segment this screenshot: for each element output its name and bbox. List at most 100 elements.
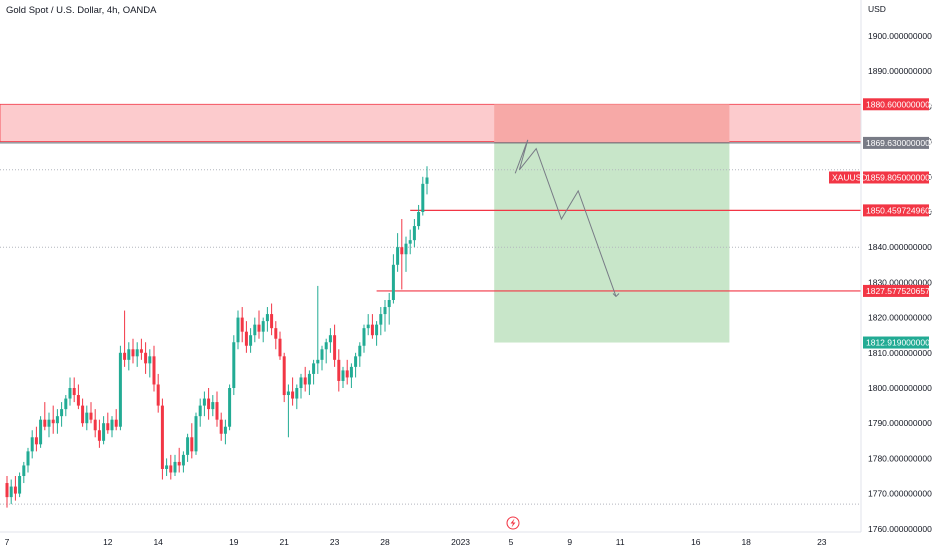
x-tick-label: 19 [229,537,239,547]
candle-body [333,335,337,360]
candle-body [135,349,139,357]
candle-body [106,423,110,431]
resistance-zone [0,103,862,143]
candle-body [257,324,261,332]
candle-body [127,349,131,360]
candle-body [190,437,194,452]
candle-body [215,402,219,420]
candle-body [156,384,160,406]
candle-body [68,388,72,399]
candle-body [160,405,164,469]
candle-body [177,461,181,466]
price-badge-value: 1859.8050000000 [866,172,932,182]
candle-body [139,349,143,353]
candle-body [265,314,269,322]
candle-body [34,437,38,445]
candle-body [93,419,97,431]
candle-body [22,465,26,476]
candle-body [5,483,9,498]
currency-label: USD [868,4,886,14]
candle-body [408,240,412,244]
candle-body [30,437,34,452]
x-tick-label: 12 [103,537,113,547]
candle-body [110,419,114,431]
candle-body [341,370,345,381]
candle-body [421,183,425,212]
candle-body [165,465,169,469]
candle-body [198,405,202,417]
candle-body [72,388,76,396]
candle-body [207,398,211,410]
candle-body [102,423,106,441]
candle-body [324,342,328,350]
candle-body [240,317,244,332]
candle-body [303,377,307,385]
candle-body [173,461,177,473]
time-axis[interactable]: 7 12 14 19 21 23 28 2023 5 9 11 16 18 23 [5,537,827,547]
y-tick-label: 1770.0000000000 [868,489,932,499]
x-tick-label: 16 [691,537,701,547]
y-tick-label: 1820.0000000000 [868,313,932,323]
lightning-icon[interactable] [506,516,520,530]
candle-body [307,373,311,385]
candle-body [114,419,118,427]
y-tick-label: 1810.0000000000 [868,348,932,358]
candle-body [123,352,127,360]
price-badges: 1880.6000000000 1869.6300000000 1859.80500… [829,98,932,349]
candle-body [18,476,22,494]
x-tick-label: 18 [741,537,751,547]
price-badge-value: 1827.5775206573 [866,286,932,296]
candle-body [39,419,43,445]
candle-body [228,388,232,427]
candle-body [366,324,370,329]
candle-body [13,486,17,494]
candle-body [219,419,223,434]
candle-body [270,314,274,329]
candle-body [202,398,206,406]
price-badge [863,171,929,184]
candle-body [316,359,320,364]
candle-body [387,300,391,308]
x-tick-label: 5 [509,537,514,547]
price-badge-value: 1850.4597249605 [866,205,932,215]
y-tick-label: 1800.0000000000 [868,383,932,393]
candle-body [345,370,349,378]
candle-body [148,356,152,364]
candle-body [211,402,215,410]
candle-body [89,412,93,420]
candle-body [337,359,341,381]
x-tick-label: 23 [817,537,827,547]
candle-body [9,486,13,498]
candle-body [152,356,156,385]
candle-body [282,356,286,396]
candle-body [76,395,80,406]
candle-body [261,321,265,332]
candle-body [169,465,173,473]
candle-body [236,317,240,343]
y-tick-label: 1830.0000000000 [868,277,932,287]
candle-body [328,335,332,343]
candle-body [291,391,295,399]
symbol-badge [829,171,860,184]
candle-body [60,409,64,417]
projection-layer [514,139,620,298]
candle-body [85,412,89,424]
candle-body [131,349,135,357]
x-tick-label: 21 [279,537,289,547]
candle-body [320,349,324,360]
y-tick-label: 1780.0000000000 [868,453,932,463]
candle-body [97,430,101,441]
candle-body [404,243,408,255]
y-tick-label: 1890.0000000000 [868,66,932,76]
candle-body [286,391,290,396]
candle-body [186,437,190,455]
price-badge [863,136,929,149]
take-profit-area [494,142,730,343]
y-tick-label: 1840.0000000000 [868,242,932,252]
candle-body [223,426,227,434]
candle-body [396,247,400,265]
zones-layer [0,103,862,343]
price-badge-value: 1812.9190000000 [866,338,932,348]
y-tick-label: 1760.0000000000 [868,524,932,534]
